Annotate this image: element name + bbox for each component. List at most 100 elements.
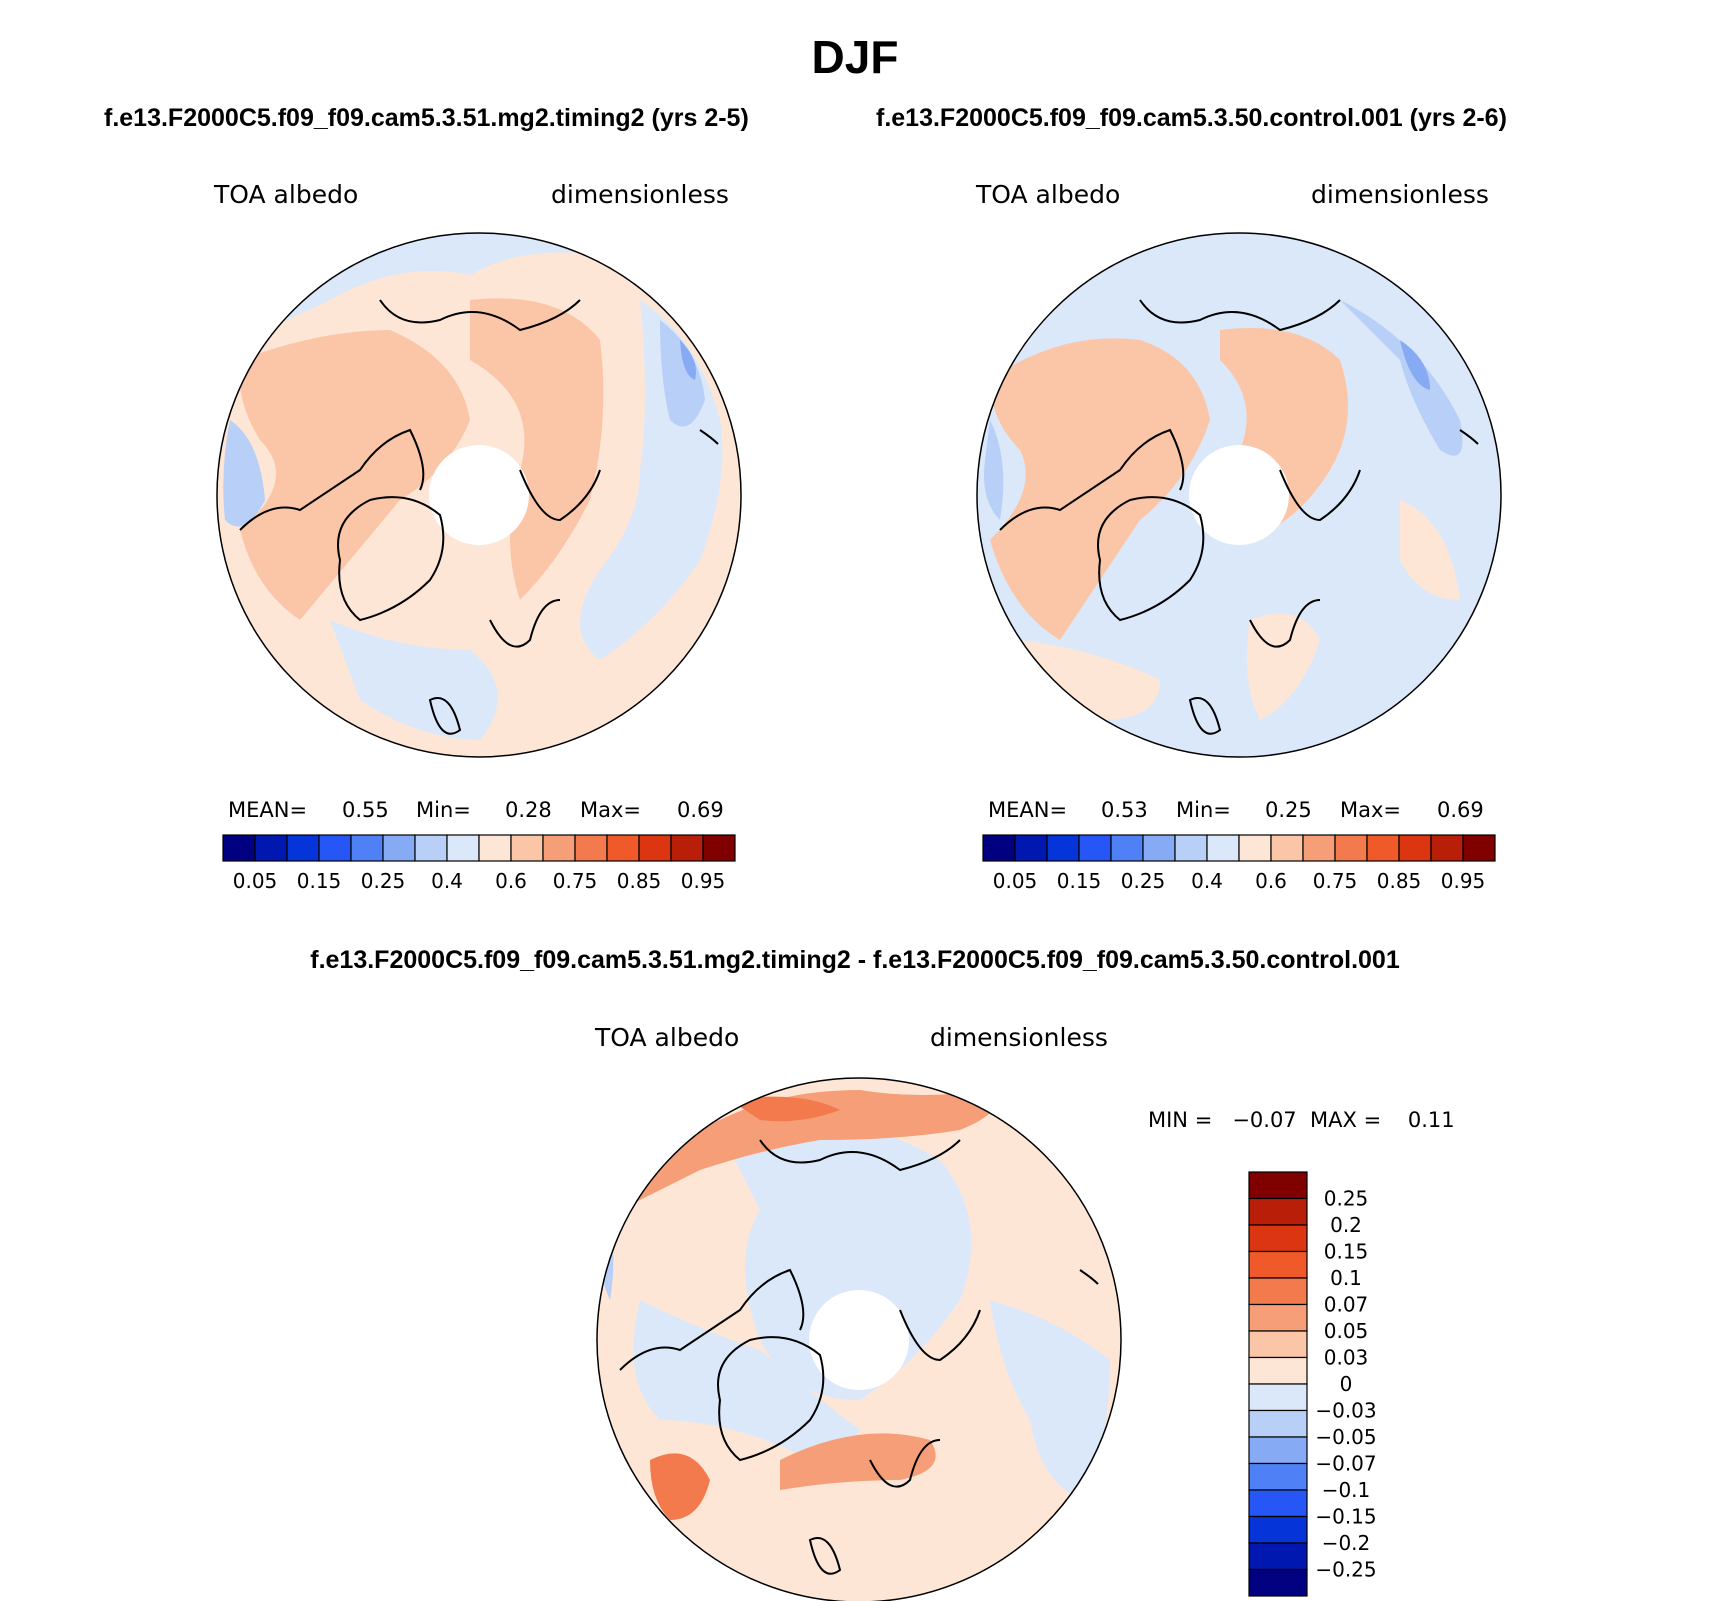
right-polar-map — [976, 232, 1502, 758]
right-colorbar-swatch — [1014, 834, 1048, 862]
left-colorbar-swatch — [606, 834, 640, 862]
left-colorbar-tick-label: 0.15 — [297, 869, 342, 893]
left-max-value: 0.69 — [677, 798, 724, 822]
right-map-pole-hole — [1189, 445, 1289, 545]
right-colorbar-swatch — [1366, 834, 1400, 862]
diff-colorbar-swatch — [1248, 1462, 1308, 1491]
diff-map-north-peak — [730, 1096, 840, 1122]
left-variable-label: TOA albedo — [214, 180, 359, 209]
left-map-border — [216, 232, 742, 758]
left-colorbar-swatch — [478, 834, 512, 862]
right-colorbar-swatch — [1462, 834, 1496, 862]
left-colorbar-swatch — [414, 834, 448, 862]
diff-colorbar-tick-label: 0.05 — [1324, 1319, 1369, 1343]
right-colorbar-swatch — [1174, 834, 1208, 862]
left-polar-map — [216, 232, 742, 758]
diff-colorbar-swatch — [1248, 1542, 1308, 1571]
right-colorbar-swatch — [1142, 834, 1176, 862]
left-min-label: Min= — [416, 798, 471, 822]
diff-map-europe-positive — [780, 1433, 936, 1490]
figure-title: DJF — [811, 31, 899, 83]
left-colorbar-swatch — [702, 834, 736, 862]
right-map-pacific-lowest — [1400, 340, 1430, 390]
left-colorbar-swatch — [638, 834, 672, 862]
diff-colorbar-swatch — [1248, 1171, 1308, 1200]
diff-map-pacific-negative — [990, 1300, 1110, 1500]
diff-colorbar-tick-label: 0.2 — [1330, 1213, 1362, 1237]
left-colorbar-swatch — [350, 834, 384, 862]
diff-colorbar-tick-label: −0.03 — [1315, 1399, 1376, 1423]
left-colorbar-swatch — [446, 834, 480, 862]
left-colorbar-swatch — [574, 834, 608, 862]
right-mean-label: MEAN= — [988, 798, 1068, 822]
diff-colorbar-tick-label: 0.07 — [1324, 1293, 1369, 1317]
diff-variable-label: TOA albedo — [595, 1023, 740, 1052]
right-map-east-high — [1400, 500, 1460, 600]
right-map-coastlines — [999, 299, 1479, 735]
diff-map-pole-hole — [809, 1290, 909, 1390]
diff-colorbar-swatch — [1248, 1277, 1308, 1306]
left-colorbar-swatch — [510, 834, 544, 862]
left-colorbar-tick-label: 0.4 — [431, 869, 463, 893]
left-colorbar-tick-label: 0.05 — [233, 869, 278, 893]
right-variable-label: TOA albedo — [976, 180, 1121, 209]
left-min-value: 0.28 — [505, 798, 552, 822]
right-map-canada-greenland — [990, 338, 1210, 640]
diff-polar-map — [596, 1077, 1122, 1601]
diff-colorbar-tick-label: −0.1 — [1322, 1478, 1371, 1502]
right-units-label: dimensionless — [1311, 180, 1489, 209]
diff-colorbar-tick-label: −0.2 — [1322, 1531, 1371, 1555]
right-colorbar-swatch — [1238, 834, 1272, 862]
right-colorbar-tick-label: 0.95 — [1441, 869, 1486, 893]
right-min-value: 0.25 — [1265, 798, 1312, 822]
right-colorbar-tick-label: 0.75 — [1313, 869, 1358, 893]
diff-colorbar-tick-label: 0 — [1340, 1372, 1353, 1396]
right-min-label: Min= — [1176, 798, 1231, 822]
left-colorbar-swatch — [222, 834, 256, 862]
diff-colorbar-swatch — [1248, 1409, 1308, 1438]
diff-minmax: MIN = −0.07 MAX = 0.11 — [1148, 1108, 1455, 1132]
right-map-pacific-low — [1340, 300, 1463, 456]
right-mean-value: 0.53 — [1101, 798, 1148, 822]
right-colorbar-tick-label: 0.05 — [993, 869, 1038, 893]
right-colorbar-swatch — [1206, 834, 1240, 862]
right-map-atlantic-low — [984, 420, 1004, 520]
subtitle-left: f.e13.F2000C5.f09_f09.cam5.3.51.mg2.timi… — [104, 104, 749, 132]
left-mean-label: MEAN= — [228, 798, 308, 822]
diff-colorbar-swatch — [1248, 1436, 1308, 1465]
left-map-pole-hole — [429, 445, 529, 545]
diff-colorbar-tick-label: 0.1 — [1330, 1266, 1362, 1290]
right-colorbar-swatch — [1398, 834, 1432, 862]
right-colorbar-tick-label: 0.85 — [1377, 869, 1422, 893]
left-map-canada-greenland — [239, 330, 470, 620]
diff-colorbar-swatch — [1248, 1383, 1308, 1412]
left-colorbar-swatch — [382, 834, 416, 862]
left-map-atlantic-low — [223, 420, 265, 527]
diff-colorbar-swatch — [1248, 1515, 1308, 1544]
left-colorbar-swatch — [670, 834, 704, 862]
diff-colorbar-swatch — [1248, 1489, 1308, 1518]
diff-colorbar-swatch — [1248, 1224, 1308, 1253]
diff-map-coastlines — [619, 1139, 1099, 1575]
diff-colorbar-swatch — [1248, 1197, 1308, 1226]
left-colorbar-tick-label: 0.95 — [681, 869, 726, 893]
right-max-value: 0.69 — [1437, 798, 1484, 822]
left-colorbar-tick-label: 0.85 — [617, 869, 662, 893]
right-colorbar-swatch — [1430, 834, 1464, 862]
left-colorbar-swatch — [542, 834, 576, 862]
right-map-atlantic-high — [1020, 640, 1160, 720]
left-map-pacific-low — [660, 320, 705, 427]
right-colorbar-swatch — [1334, 834, 1368, 862]
diff-colorbar-tick-label: 0.03 — [1324, 1346, 1369, 1370]
right-map-europe-high — [1246, 613, 1320, 720]
diff-title: f.e13.F2000C5.f09_f09.cam5.3.51.mg2.timi… — [310, 946, 1400, 974]
diff-units-label: dimensionless — [930, 1023, 1108, 1052]
right-map-border — [976, 232, 1502, 758]
diff-colorbar-tick-label: −0.25 — [1315, 1558, 1376, 1582]
right-colorbar-tick-label: 0.15 — [1057, 869, 1102, 893]
left-colorbar-swatch — [318, 834, 352, 862]
diff-colorbar-tick-label: −0.07 — [1315, 1452, 1376, 1476]
right-colorbar-tick-label: 0.25 — [1121, 869, 1166, 893]
right-colorbar-swatch — [982, 834, 1016, 862]
left-map-siberia — [470, 298, 604, 600]
